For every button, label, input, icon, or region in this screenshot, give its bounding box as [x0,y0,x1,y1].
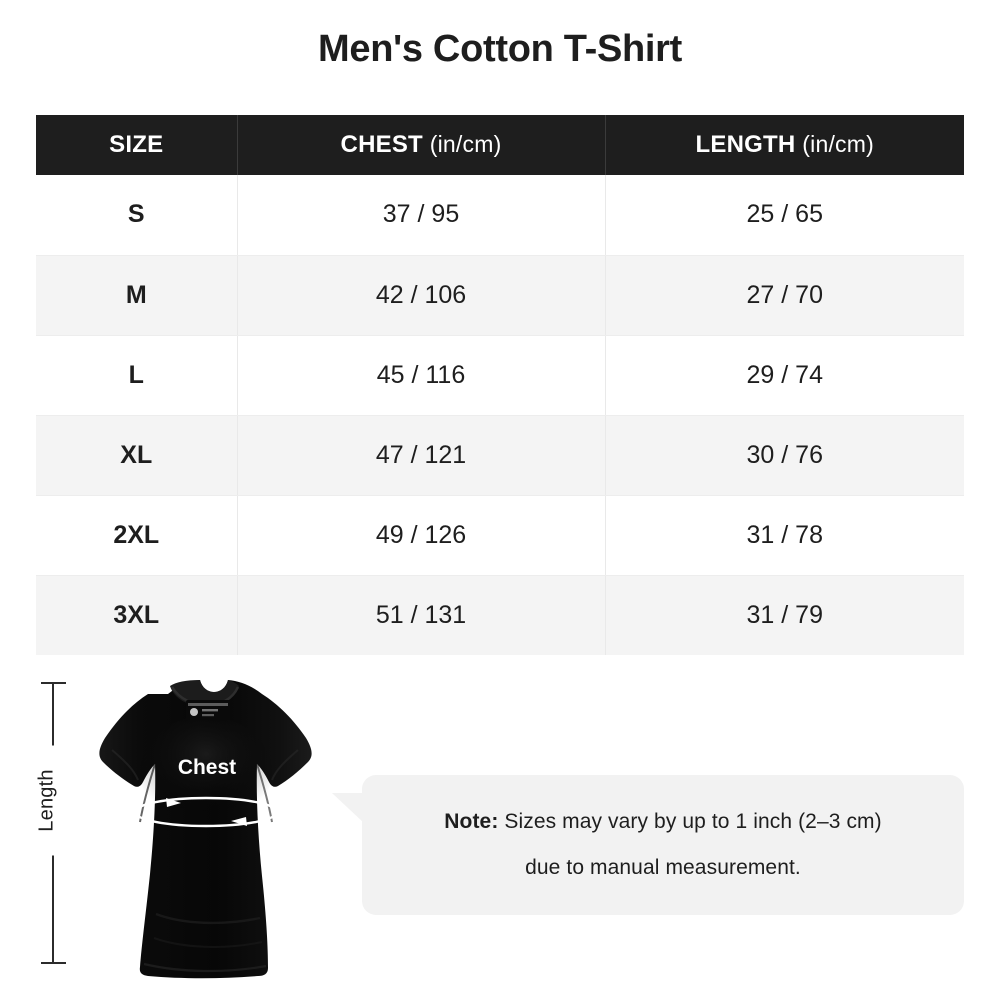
cell-size: 2XL [36,495,238,576]
table-row: 3XL 51 / 131 31 / 79 [36,575,964,655]
page-title: Men's Cotton T-Shirt [318,28,682,70]
cell-chest: 37 / 95 [237,175,606,256]
cell-chest: 45 / 116 [237,335,606,416]
table-row: M 42 / 106 27 / 70 [36,255,964,336]
cell-size: S [36,175,238,256]
note-callout: Note: Sizes may vary by up to 1 inch (2–… [332,775,964,915]
column-header-length-label: LENGTH [695,131,796,158]
cell-length: 25 / 65 [605,175,964,256]
tshirt-illustration [82,676,328,988]
table-row: XL 47 / 121 30 / 76 [36,415,964,496]
note-text-1: Sizes may vary by up to 1 inch (2–3 cm) [498,810,882,833]
note-line-1: Note: Sizes may vary by up to 1 inch (2–… [444,799,881,845]
neck-label-icon [186,700,230,720]
column-header-length: LENGTH (in/cm) [605,115,964,175]
length-label: Length [32,745,62,856]
cell-size: 3XL [36,575,238,655]
cell-length: 27 / 70 [605,255,964,336]
table-row: 2XL 49 / 126 31 / 78 [36,495,964,576]
table-row: L 45 / 116 29 / 74 [36,335,964,416]
cell-size: M [36,255,238,336]
cell-length: 30 / 76 [605,415,964,496]
column-header-length-unit: (in/cm) [802,131,874,157]
cell-length: 31 / 79 [746,600,823,629]
cell-size: L [36,335,238,416]
chest-measure-arrow-icon [133,796,279,828]
cell-chest: 47 / 121 [237,415,606,496]
note-line-2: due to manual measurement. [525,856,801,879]
table-row: S 37 / 95 25 / 65 [36,175,964,256]
cell-chest: 51 / 131 [237,575,606,655]
length-cap-bottom-icon [41,962,66,964]
length-dimension-bracket: Length [32,678,78,968]
cell-chest: 49 / 126 [237,495,606,576]
table-header-row: SIZE CHEST (in/cm) LENGTH (in/cm) [36,115,964,175]
note-prefix: Note: [444,810,499,833]
cell-length: 31 / 78 [605,495,964,576]
column-header-size-label: SIZE [109,131,164,158]
table-body: S 37 / 95 25 / 65 M 42 / 106 27 / 70 L 4… [36,175,964,655]
bubble-tail-icon [332,793,364,823]
column-header-size: SIZE [36,115,238,175]
column-header-chest-unit: (in/cm) [429,131,502,157]
column-header-chest: CHEST (in/cm) [237,115,606,175]
cell-size: XL [36,415,238,496]
measurement-diagram: Length [0,660,1000,1000]
table-header: SIZE CHEST (in/cm) LENGTH (in/cm) [36,115,964,175]
cell-length: 29 / 74 [605,335,964,416]
column-header-chest-label: CHEST [340,131,423,158]
size-chart-table: SIZE CHEST (in/cm) LENGTH (in/cm) S 37 /… [36,115,964,655]
cell-chest: 42 / 106 [237,255,606,336]
